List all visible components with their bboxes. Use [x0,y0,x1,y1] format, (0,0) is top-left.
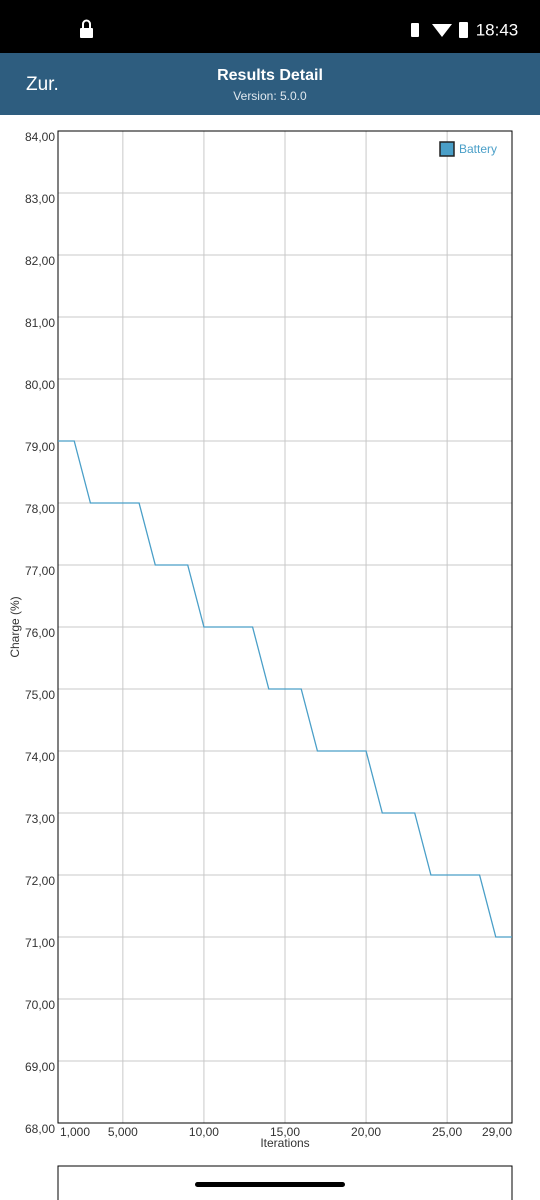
y-tick-label: 73,00 [25,812,55,826]
next-chart-edge [57,1165,513,1200]
x-tick-label: 20,00 [351,1125,381,1139]
y-tick-label: 74,00 [25,750,55,764]
y-tick-label: 81,00 [25,316,55,330]
x-tick-label: 25,00 [432,1125,462,1139]
legend-swatch [439,141,455,157]
x-tick-label: 5,000 [108,1125,138,1139]
y-tick-label: 80,00 [25,378,55,392]
clock: 18:43 [476,20,519,39]
y-tick-label: 77,00 [25,564,55,578]
y-tick-label: 72,00 [25,874,55,888]
y-tick-label: 75,00 [25,688,55,702]
y-tick-label: 83,00 [25,192,55,206]
y-tick-label: 71,00 [25,936,55,950]
x-axis-label: Iterations [260,1136,309,1150]
y-tick-label: 76,00 [25,626,55,640]
x-tick-label: 10,00 [189,1125,219,1139]
x-tick-label: 29,00 [482,1125,512,1139]
plot-frame [57,130,513,1124]
x-tick-label: 15,00 [270,1125,300,1139]
legend-label: Battery [459,142,497,156]
status-icons [411,22,468,38]
chart: 68,00 69,00 70,00 71,00 72,00 73,00 74,00 75,00… [8,130,513,1150]
lock-icon [80,19,93,38]
back-button[interactable]: Zur. [26,74,59,95]
page-title: Results Detail [217,67,323,84]
page-subtitle: Version: 5.0.0 [233,89,307,103]
y-axis-label: Charge (%) [8,596,22,657]
y-tick-label: 69,00 [25,1060,55,1074]
y-tick-label: 82,00 [25,254,55,268]
y-tick-label: 79,00 [25,440,55,454]
home-indicator [195,1182,345,1187]
x-tick-label: 1,000 [60,1125,90,1139]
series-line [58,440,512,938]
y-tick-label: 68,00 [25,1122,55,1136]
app-bar [0,53,540,115]
y-tick-label: 78,00 [25,502,55,516]
y-tick-label: 84,00 [25,130,55,144]
y-tick-label: 70,00 [25,998,55,1012]
